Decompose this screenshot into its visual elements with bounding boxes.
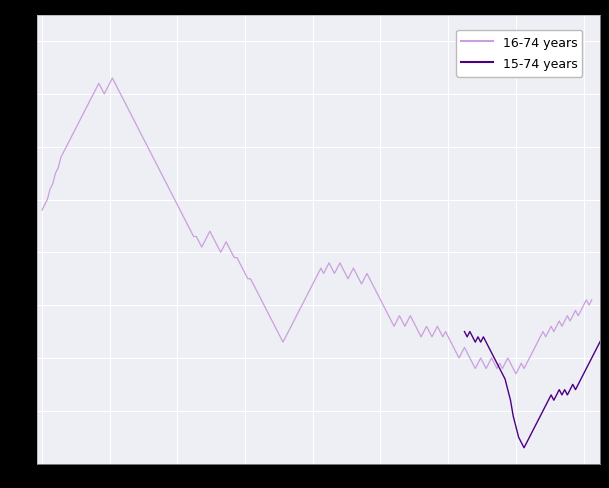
Legend: 16-74 years, 15-74 years: 16-74 years, 15-74 years xyxy=(456,30,582,77)
